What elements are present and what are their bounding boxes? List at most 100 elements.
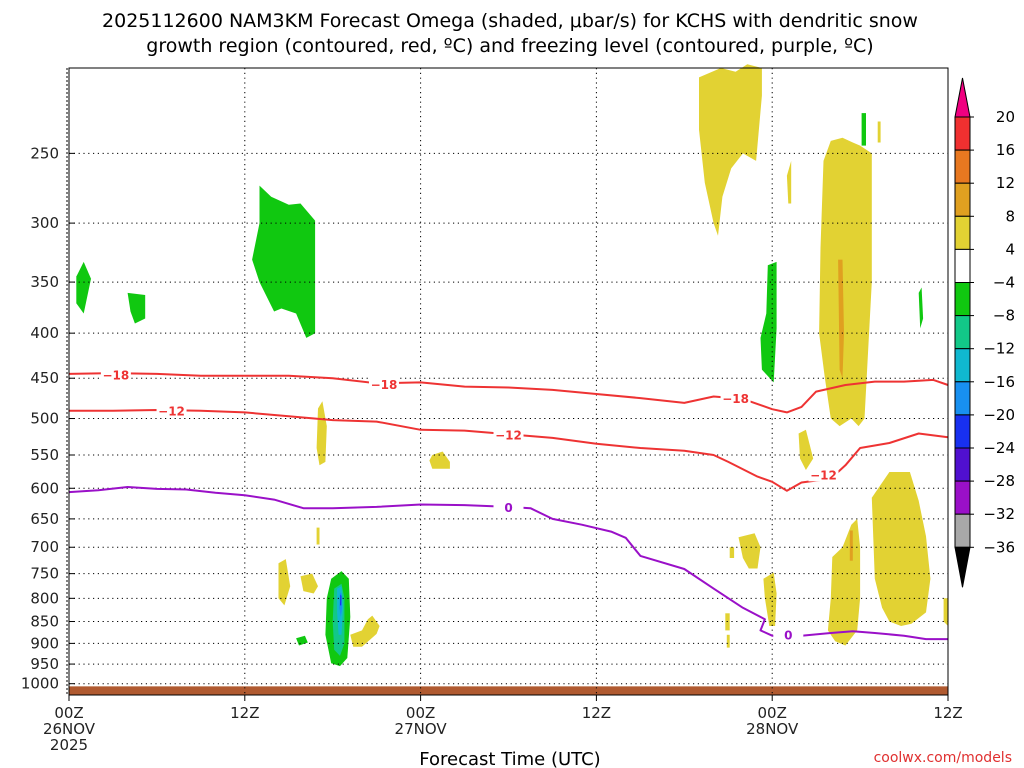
- omega-shade-4-0: [699, 64, 762, 236]
- contour-label-0: 0: [784, 629, 792, 643]
- y-tick-label: 750: [30, 565, 59, 583]
- omega-shade--8-0: [76, 261, 91, 314]
- colorbar-box: [954, 248, 971, 283]
- y-tick-label: 600: [30, 479, 59, 497]
- x-tick-label: 28NOV: [746, 720, 799, 738]
- contour-label-bg: [493, 427, 524, 442]
- contour-label-bg: [156, 403, 187, 418]
- y-tick-label: 900: [30, 634, 59, 652]
- colorbar-box: [954, 480, 971, 515]
- colorbar-label: 12: [996, 174, 1015, 192]
- omega-shade-4-16: [827, 518, 861, 646]
- omega-shade-4-7: [278, 559, 291, 606]
- colorbar-label: −4: [993, 274, 1015, 292]
- omega-shade-4-6: [429, 451, 450, 469]
- x-tick-label: 12Z: [230, 704, 259, 722]
- colorbar-bottom-arrow: [954, 546, 971, 588]
- omega-shade-4-11: [729, 547, 735, 558]
- omega-shade-4-1: [819, 137, 872, 427]
- omega-shade-4-4: [798, 429, 814, 470]
- omega-shade-4-15: [763, 572, 777, 626]
- x-tick-label: 26NOV: [43, 720, 96, 738]
- credit-text: coolwx.com/models: [874, 750, 1012, 766]
- colorbar-box: [954, 315, 971, 350]
- plot-frame: [68, 67, 949, 696]
- y-tick-label: 500: [30, 410, 59, 428]
- x-tick-label: 00Z: [54, 704, 83, 722]
- omega-shade--8-5: [918, 287, 924, 329]
- colorbar-box: [954, 414, 971, 449]
- colorbar-label: 8: [1005, 207, 1015, 225]
- x-axis-label: Forecast Time (UTC): [419, 749, 600, 768]
- y-tick-label: 450: [30, 369, 59, 387]
- omega-shade-4-18: [943, 598, 948, 626]
- contour-label--18: −18: [102, 369, 129, 383]
- colorbar-box: [954, 149, 971, 184]
- colorbar-label: −32: [983, 505, 1015, 523]
- y-tick-label: 400: [30, 324, 59, 342]
- omega-shade-8-0: [838, 259, 844, 379]
- y-tick-label: 650: [30, 510, 59, 528]
- x-tick-label: 12Z: [933, 704, 962, 722]
- y-tick-label: 550: [30, 446, 59, 464]
- colorbar-box: [954, 447, 971, 482]
- omega-shade-4-2: [786, 160, 792, 204]
- y-tick-label: 250: [30, 144, 59, 162]
- omega-shade--24-0: [340, 594, 342, 606]
- omega-shade-4-9: [350, 615, 380, 647]
- colorbar-box: [954, 348, 971, 383]
- y-tick-label: 850: [30, 613, 59, 631]
- plot-area: −18 −18 −18 −12 −12 −12 0 0 250 300 350 400 450 500 55…: [21, 64, 963, 754]
- omega-shade-4-8: [300, 573, 318, 594]
- contour-label-bg: [773, 627, 804, 642]
- contour-label-bg: [493, 500, 524, 515]
- colorbar-label: −24: [983, 439, 1015, 457]
- colorbar-box: [954, 215, 971, 250]
- colorbar-label: −36: [983, 538, 1015, 556]
- colorbar-label: −16: [983, 373, 1015, 391]
- omega-shade--8-4: [861, 113, 866, 146]
- contour-label-bg: [808, 467, 839, 482]
- x-tick-label: 00Z: [406, 704, 435, 722]
- omega-shade-4-10: [316, 527, 320, 545]
- omega-shade-4-13: [726, 634, 730, 648]
- colorbar-label: 4: [1005, 240, 1015, 258]
- y-tick-label: 950: [30, 655, 59, 673]
- terrain-strip: [69, 686, 948, 695]
- contour-label-0: 0: [504, 501, 512, 515]
- contour-line--12: [69, 409, 949, 492]
- x-tick-label: 2025: [50, 736, 88, 754]
- contour-label--18: −18: [722, 392, 749, 406]
- colorbar-top-arrow: [954, 77, 971, 118]
- y-tick-label: 700: [30, 538, 59, 556]
- omega-shade-8-1: [849, 530, 853, 561]
- y-tick-label: 1000: [21, 675, 59, 693]
- omega-shade-4-14: [738, 533, 761, 569]
- x-tick-label: 12Z: [582, 704, 611, 722]
- colorbar-label: −20: [983, 406, 1015, 424]
- omega-shade--8-6: [296, 635, 308, 646]
- contour-label-bg: [368, 376, 399, 391]
- omega-shade-4-17: [871, 472, 931, 626]
- y-tick-label: 300: [30, 214, 59, 232]
- omega-shade--8-1: [127, 292, 146, 324]
- omega-shade--8-2: [252, 185, 316, 338]
- colorbar-label: 20: [996, 108, 1015, 126]
- omega-shade--8-3: [760, 261, 777, 383]
- colorbar-box: [954, 282, 971, 317]
- contour-line--18: [68, 372, 949, 414]
- colorbar: 20 16 12 8 4 −4 −8 −12 −16 −20 −24 −28 −32 −36: [954, 77, 1015, 588]
- contour-label-bg: [720, 390, 751, 405]
- colorbar-box: [954, 182, 971, 217]
- colorbar-box: [954, 381, 971, 416]
- y-tick-label: 800: [30, 589, 59, 607]
- contour-label--18: −18: [371, 378, 398, 392]
- contour-label--12: −12: [158, 405, 185, 419]
- colorbar-label: 16: [996, 141, 1015, 159]
- contour-label--12: −12: [495, 429, 522, 443]
- colorbar-label: −12: [983, 340, 1015, 358]
- contour-line-0: [68, 486, 948, 641]
- x-tick-label: 27NOV: [395, 720, 448, 738]
- y-tick-label: 350: [30, 273, 59, 291]
